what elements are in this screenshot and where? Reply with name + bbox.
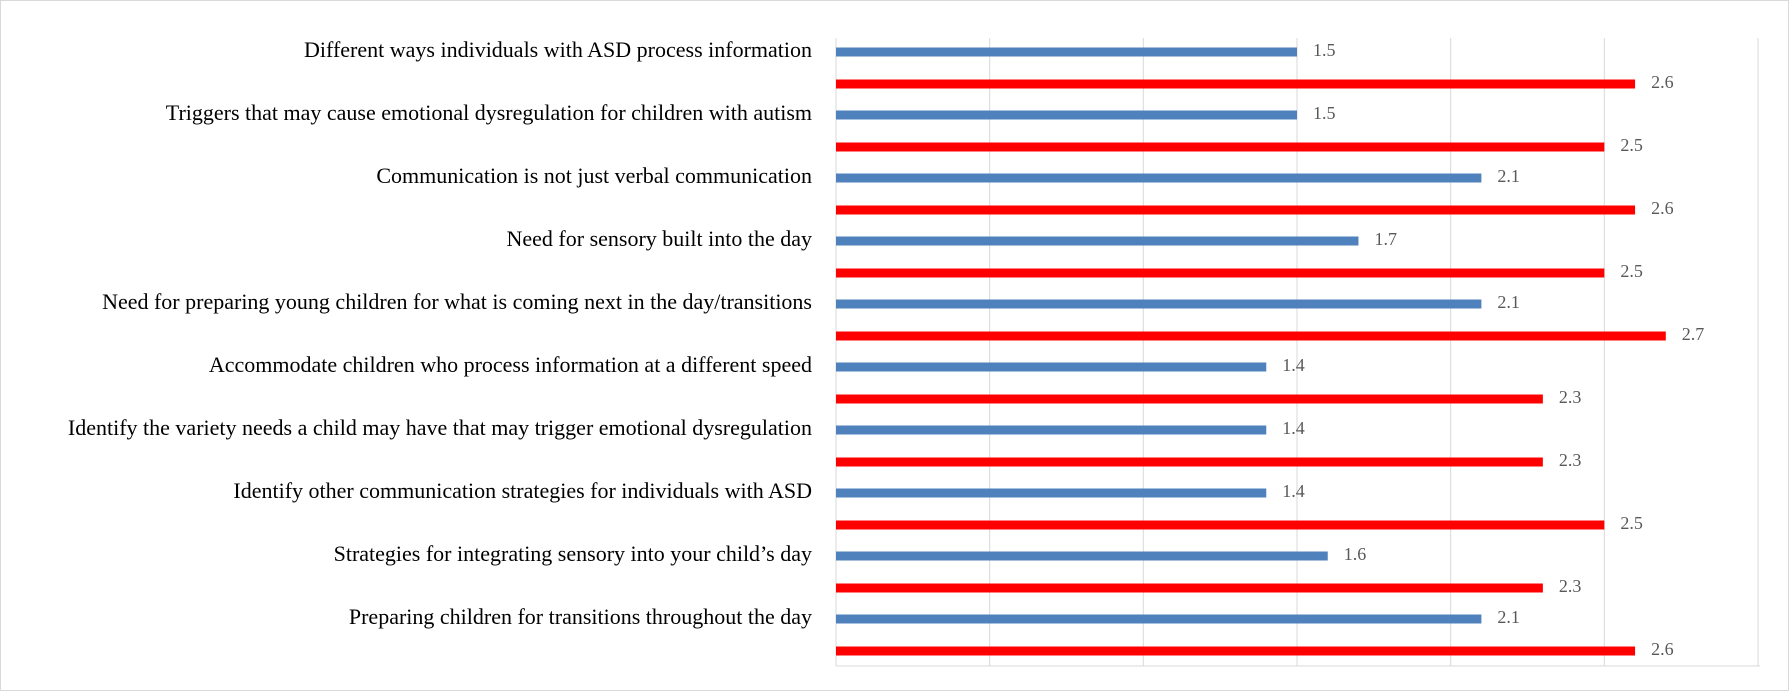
data-label: 1.4: [1282, 418, 1305, 438]
y-tick-label: Strategies for integrating sensory into …: [334, 541, 812, 566]
y-tick-label: Communication is not just verbal communi…: [376, 163, 812, 188]
y-tick-label: Need for sensory built into the day: [507, 226, 813, 251]
data-label: 2.6: [1651, 72, 1674, 92]
data-label: 2.3: [1559, 450, 1582, 470]
bar: [836, 425, 1267, 435]
data-label: 2.1: [1497, 292, 1520, 312]
bar: [836, 583, 1543, 593]
bar: [836, 299, 1482, 309]
data-label: 2.5: [1620, 513, 1643, 533]
bar: [836, 110, 1297, 120]
data-label: 2.5: [1620, 135, 1643, 155]
y-tick-label: Preparing children for transitions throu…: [349, 604, 812, 629]
data-label: 2.7: [1682, 324, 1705, 344]
data-label: 2.3: [1559, 387, 1582, 407]
y-tick-label: Different ways individuals with ASD proc…: [304, 37, 812, 62]
y-tick-label: Need for preparing young children for wh…: [102, 289, 812, 314]
bar: [836, 488, 1267, 498]
data-label: 1.7: [1374, 229, 1397, 249]
data-label: 1.5: [1313, 40, 1336, 60]
data-label: 1.4: [1282, 481, 1305, 501]
y-tick-label: Triggers that may cause emotional dysreg…: [166, 100, 812, 125]
y-tick-label: Identify the variety needs a child may h…: [68, 415, 812, 440]
bar: [836, 205, 1636, 215]
bar: [836, 646, 1636, 656]
data-label: 2.5: [1620, 261, 1643, 281]
y-tick-label: Identify other communication strategies …: [233, 478, 812, 503]
data-label: 2.1: [1497, 166, 1520, 186]
y-tick-label: Accommodate children who process informa…: [209, 352, 812, 377]
bar: [836, 614, 1482, 624]
data-label: 2.1: [1497, 607, 1520, 627]
data-label: 2.6: [1651, 639, 1674, 659]
bar: [836, 520, 1605, 530]
data-label: 2.3: [1559, 576, 1582, 596]
bar: [836, 331, 1666, 341]
bar: [836, 47, 1297, 57]
bar: [836, 362, 1267, 372]
bar: [836, 173, 1482, 183]
data-label: 1.5: [1313, 103, 1336, 123]
bar: [836, 551, 1328, 561]
bar: [836, 142, 1605, 152]
bar: [836, 457, 1543, 467]
bar: [836, 394, 1543, 404]
bar: [836, 236, 1359, 246]
bar: [836, 268, 1605, 278]
data-label: 1.4: [1282, 355, 1305, 375]
data-label: 2.6: [1651, 198, 1674, 218]
data-label: 1.6: [1344, 544, 1367, 564]
bar: [836, 79, 1636, 89]
